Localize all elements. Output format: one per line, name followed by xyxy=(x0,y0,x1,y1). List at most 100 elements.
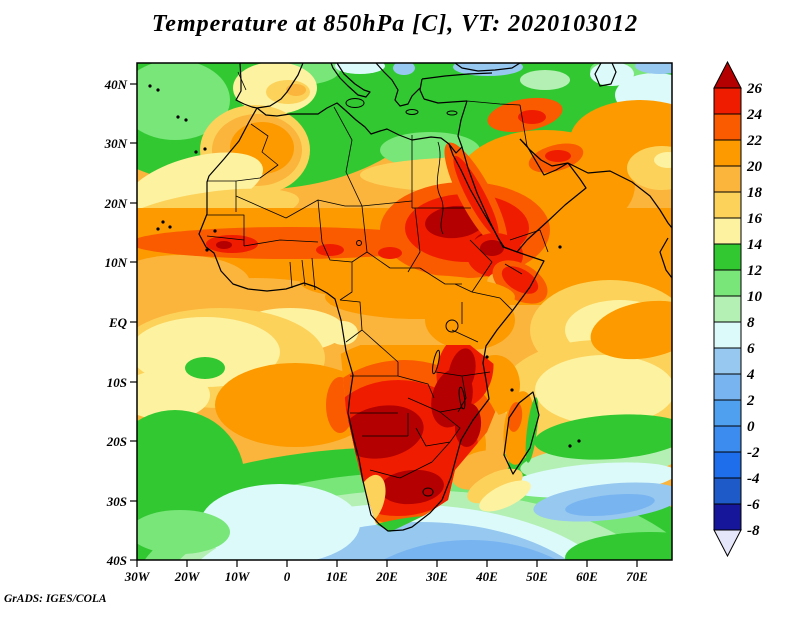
colorbar-cell xyxy=(713,321,742,349)
country-border xyxy=(321,241,368,301)
colorbar-cell xyxy=(713,295,742,323)
field-region xyxy=(216,241,232,249)
colorbar-label: 10 xyxy=(747,289,763,305)
lake xyxy=(445,319,459,333)
field-region xyxy=(200,484,360,560)
field-region xyxy=(545,150,571,162)
island-dot xyxy=(510,388,514,392)
field-region xyxy=(286,84,306,96)
field-region xyxy=(425,290,515,350)
x-tick-label: 50E xyxy=(526,569,548,584)
colorbar-cell xyxy=(713,451,742,479)
country-border xyxy=(361,205,368,253)
coastline xyxy=(235,63,304,109)
field-region xyxy=(479,480,531,512)
field-region xyxy=(454,403,482,447)
field-region xyxy=(340,405,424,459)
country-border xyxy=(457,375,467,413)
country-border xyxy=(361,200,413,207)
colorbar-label: 18 xyxy=(747,185,763,201)
coastline xyxy=(461,138,587,253)
colorbar-above-triangle xyxy=(713,60,742,89)
colorbar-cell xyxy=(713,503,742,531)
colorbar-label: -4 xyxy=(747,471,760,487)
colorbar-label: 26 xyxy=(746,81,763,97)
field-region xyxy=(467,468,523,504)
country-border xyxy=(235,123,279,182)
field-region xyxy=(520,70,570,90)
country-border xyxy=(289,257,316,291)
field-region xyxy=(137,227,450,259)
island xyxy=(446,110,458,116)
colorbar-label: 16 xyxy=(747,211,763,227)
country-border xyxy=(243,199,323,247)
field-region xyxy=(393,63,415,75)
island-dot xyxy=(194,150,198,154)
colorbar-cell xyxy=(713,113,742,141)
country-border xyxy=(333,106,363,207)
x-tick-label: 10E xyxy=(326,569,348,584)
coastline xyxy=(198,102,545,532)
x-tick-label: 60E xyxy=(576,569,598,584)
colorbar-cell xyxy=(713,87,742,115)
colorbar-label: 2 xyxy=(746,393,755,409)
field-region xyxy=(565,493,655,517)
colorbar-cell xyxy=(713,217,742,245)
country-border xyxy=(350,412,409,437)
x-tick-label: 20E xyxy=(375,569,398,584)
y-tick-label: 20S xyxy=(106,434,127,449)
country-border xyxy=(407,207,421,273)
field-region xyxy=(137,370,210,420)
island-dot xyxy=(203,147,207,151)
colorbar-label: 24 xyxy=(746,107,763,123)
country-border xyxy=(499,263,523,312)
island xyxy=(345,98,365,108)
country-border xyxy=(454,239,501,299)
island-dot xyxy=(156,227,160,231)
coastline xyxy=(448,100,468,154)
field-region xyxy=(525,397,539,463)
x-tick-label: 20W xyxy=(174,569,201,584)
river xyxy=(436,141,444,235)
country-border xyxy=(509,229,549,253)
field-region xyxy=(507,402,523,432)
island-dot xyxy=(485,355,489,359)
colorbar-cell xyxy=(713,165,742,193)
colorbar-cell xyxy=(713,347,742,375)
field-region xyxy=(378,247,402,259)
colorbar-cell xyxy=(713,399,742,427)
field-region xyxy=(590,300,672,360)
island-dot xyxy=(184,118,188,122)
island-dot xyxy=(213,229,217,233)
country-border xyxy=(411,135,471,209)
island-dot xyxy=(176,115,180,119)
country-border xyxy=(207,180,237,212)
country-border xyxy=(466,100,528,147)
island-dot xyxy=(168,225,172,229)
x-tick-label: 40E xyxy=(475,569,498,584)
island xyxy=(422,487,434,497)
colorbar-label: -8 xyxy=(747,523,760,539)
field-region xyxy=(137,317,280,387)
field-region xyxy=(206,235,258,253)
coastline xyxy=(454,63,521,72)
colorbar-cell xyxy=(713,191,742,219)
colorbar-label: 4 xyxy=(746,367,755,383)
y-tick-label: 30N xyxy=(104,136,128,151)
field-region xyxy=(635,63,672,74)
lake xyxy=(432,349,440,375)
y-tick-label: 10N xyxy=(105,255,128,270)
island xyxy=(405,109,419,115)
y-tick-label: 10S xyxy=(107,375,127,390)
field-region xyxy=(534,414,672,460)
map-frame-group xyxy=(136,62,673,561)
x-tick-label: 30W xyxy=(124,569,151,584)
colorbar-below-triangle xyxy=(713,529,742,558)
country-border xyxy=(339,299,435,399)
y-tick-label: 30S xyxy=(106,494,127,509)
coastline xyxy=(503,391,540,475)
plot-title: Temperature at 850hPa [C], VT: 202010301… xyxy=(151,11,639,37)
colorbar-label: 14 xyxy=(747,237,763,253)
